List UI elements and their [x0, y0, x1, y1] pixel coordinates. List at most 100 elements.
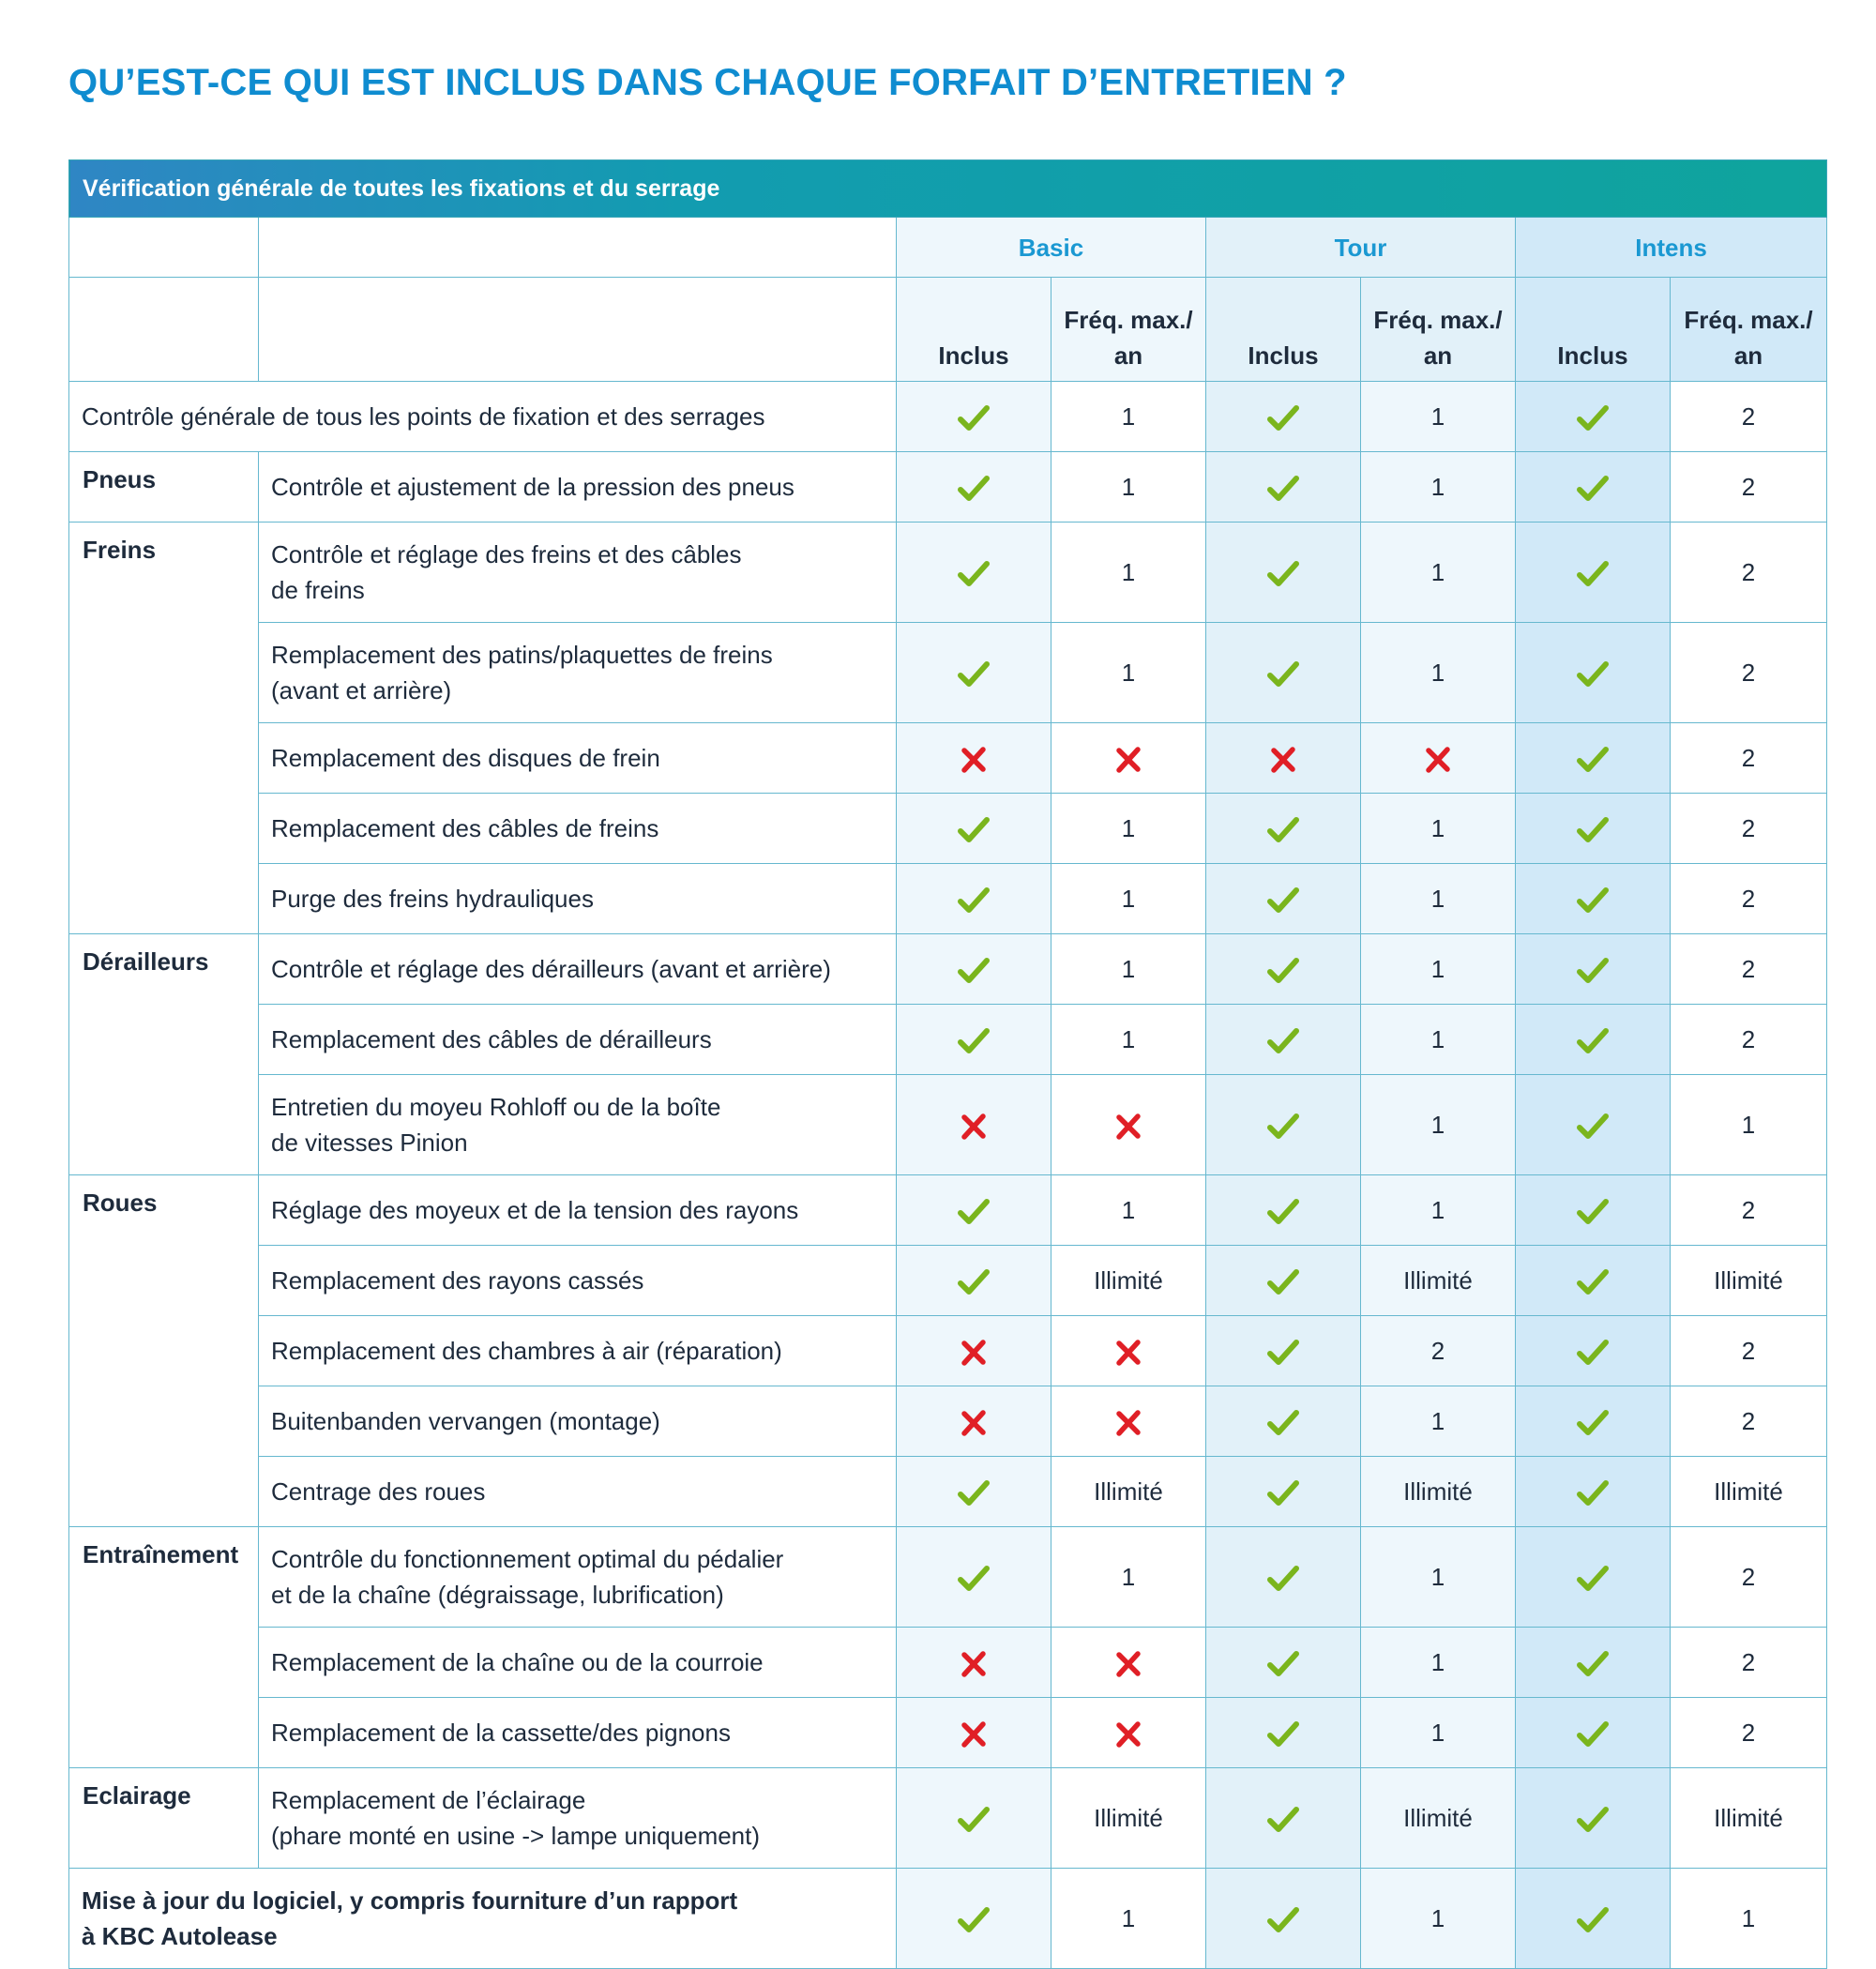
freq-value: Illimité: [1403, 1477, 1473, 1506]
check-icon: [1577, 1269, 1609, 1295]
intens-included-cell: [1515, 1526, 1671, 1628]
intens-freq-cell: 2: [1669, 1526, 1828, 1628]
basic-freq-cell: 1: [1051, 522, 1206, 623]
category-cell: Eclairage: [68, 1767, 259, 1869]
intens-included-cell: [1515, 1456, 1671, 1527]
category-label: Entraînement: [83, 1540, 239, 1568]
freq-value: 1: [1741, 1904, 1756, 1932]
freq-header-line1: Fréq. max./: [1064, 306, 1193, 334]
basic-included-cell: [896, 1526, 1051, 1628]
tour-included-cell: [1205, 1868, 1361, 1969]
check-icon: [958, 1807, 990, 1833]
check-icon: [1577, 1480, 1609, 1507]
check-icon: [1577, 1907, 1609, 1933]
intens-freq-cell: 2: [1669, 522, 1828, 623]
check-icon: [958, 1269, 990, 1295]
basic-included-cell: [896, 1627, 1051, 1698]
basic-freq-cell: 1: [1051, 863, 1206, 934]
row-label: Remplacement de la chaîne ou de la courr…: [258, 1627, 897, 1698]
freq-value: 1: [1430, 814, 1445, 842]
check-icon: [1577, 1651, 1609, 1677]
freq-value: Illimité: [1094, 1804, 1163, 1832]
row-label: Contrôle du fonctionnement optimal du pé…: [258, 1526, 897, 1628]
freq-value: 1: [1430, 659, 1445, 687]
freq-value: 2: [1741, 814, 1756, 842]
row-label: Réglage des moyeux et de la tension des …: [258, 1174, 897, 1246]
basic-included-cell: [896, 451, 1051, 523]
basic-included-cell: [896, 863, 1051, 934]
intens-included-cell: [1515, 1004, 1671, 1075]
row-label: Remplacement des rayons cassés: [258, 1245, 897, 1316]
check-icon: [1577, 1028, 1609, 1054]
tour-included-cell: [1205, 381, 1361, 452]
freq-value: 1: [1121, 1196, 1136, 1224]
table-row: Dérailleurs Contrôle et réglage des dérai…: [68, 933, 1828, 1175]
plan-header-basic: Basic: [896, 217, 1206, 278]
freq-value: 1: [1430, 402, 1445, 431]
check-icon: [1577, 958, 1609, 984]
check-icon: [958, 476, 990, 502]
intens-freq-cell: 2: [1669, 793, 1828, 864]
freq-value: 2: [1741, 1025, 1756, 1053]
freq-value: 2: [1430, 1337, 1445, 1365]
tour-freq-cell: Illimité: [1360, 1456, 1516, 1527]
row-label-text: Purge des freins hydrauliques: [271, 885, 594, 913]
tour-freq-cell: 1: [1360, 1868, 1516, 1969]
category-label: Eclairage: [83, 1781, 191, 1810]
freq-value: 1: [1121, 473, 1136, 501]
basic-included-cell: [896, 1868, 1051, 1969]
freq-value: 1: [1121, 1904, 1136, 1932]
tour-included-cell: [1205, 1074, 1361, 1175]
check-icon: [1577, 561, 1609, 587]
table-row: Entretien du moyeu Rohloff ou de la boît…: [69, 1074, 1828, 1175]
cross-icon: [1116, 1721, 1141, 1748]
check-icon: [958, 887, 990, 914]
basic-freq-cell: [1051, 1315, 1206, 1386]
check-icon: [1267, 561, 1299, 587]
check-icon: [1267, 1807, 1299, 1833]
sub-header-row: Inclus Fréq. max./ an Inclus Fréq. max./ a…: [68, 277, 1828, 382]
category-cell: Freins: [68, 522, 259, 934]
row-label-text: Buitenbanden vervangen (montage): [271, 1407, 660, 1435]
tour-included-cell: [1205, 451, 1361, 523]
tour-included-cell: [1205, 1004, 1361, 1075]
freq-value: 1: [1121, 1563, 1136, 1591]
tour-freq-cell: 1: [1360, 1627, 1516, 1698]
freq-value: Illimité: [1714, 1266, 1783, 1295]
row-label-text: Remplacement des disques de frein: [271, 744, 660, 772]
check-icon: [1267, 1113, 1299, 1140]
tour-freq-cell: Illimité: [1360, 1245, 1516, 1316]
intens-freq-cell: 2: [1669, 933, 1828, 1005]
freq-header-line1: Fréq. max./: [1373, 306, 1503, 334]
check-icon: [1267, 1028, 1299, 1054]
freq-value: 1: [1430, 1111, 1445, 1139]
table-row: Contrôle générale de tous les points de …: [68, 381, 1828, 452]
basic-freq-cell: [1051, 722, 1206, 794]
category-label: Freins: [83, 536, 157, 564]
check-icon: [958, 958, 990, 984]
freq-value: 2: [1741, 1196, 1756, 1224]
check-icon: [958, 661, 990, 688]
freq-value: 1: [1741, 1111, 1756, 1139]
freq-value: Illimité: [1714, 1804, 1783, 1832]
basic-freq-cell: 1: [1051, 1004, 1206, 1075]
intens-included-cell: [1515, 522, 1671, 623]
cross-icon: [961, 1340, 986, 1366]
tour-included-cell: [1205, 933, 1361, 1005]
basic-included-cell: [896, 1315, 1051, 1386]
tour-included-cell: [1205, 1386, 1361, 1457]
table-row: Remplacement des chambres à air (réparat…: [69, 1315, 1828, 1386]
basic-included-cell: [896, 933, 1051, 1005]
row-label: Contrôle générale de tous les points de …: [68, 381, 897, 452]
included-header-label: Inclus: [938, 341, 1009, 370]
check-icon: [1267, 1566, 1299, 1592]
row-label: Centrage des roues: [258, 1456, 897, 1527]
basic-freq-cell: Illimité: [1051, 1767, 1206, 1869]
basic-freq-cell: Illimité: [1051, 1245, 1206, 1316]
tour-freq-cell: 2: [1360, 1315, 1516, 1386]
freq-value: 1: [1121, 814, 1136, 842]
intens-included-cell: [1515, 622, 1671, 723]
freq-value: 2: [1741, 473, 1756, 501]
freq-value: 1: [1430, 1196, 1445, 1224]
table-row: Remplacement de la cassette/des pignons 1…: [69, 1697, 1828, 1768]
